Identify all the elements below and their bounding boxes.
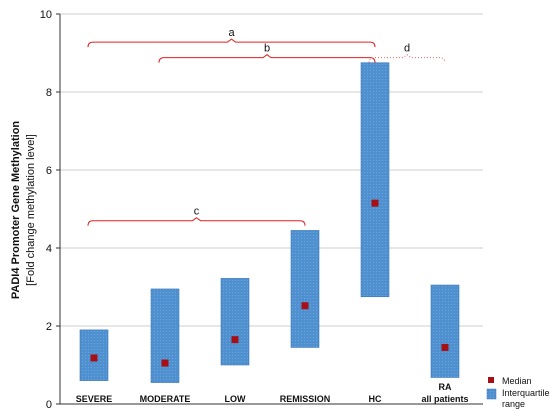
iqr-bars — [79, 62, 460, 383]
significance-bracket — [87, 217, 306, 226]
y-tick-label: 8 — [46, 87, 52, 99]
y-tick-label: 0 — [46, 399, 52, 411]
median-marker — [441, 343, 449, 351]
legend-iqr-label-line1: Interquartile — [502, 388, 550, 398]
median-markers — [90, 199, 449, 367]
x-category-label: REMISSION — [280, 394, 331, 404]
legend-iqr-label-line2: range — [502, 399, 525, 409]
significance-brackets: a b c d — [87, 27, 446, 226]
y-tick-label: 10 — [40, 9, 52, 21]
significance-bracket-label: c — [194, 206, 200, 218]
x-category-label: MODERATE — [140, 394, 191, 404]
iqr-bar — [220, 278, 250, 366]
median-marker — [301, 302, 309, 310]
median-marker — [371, 199, 379, 207]
y-axis-label-line1: PADI4 Promoter Gene Methylation — [10, 121, 22, 300]
x-category-label: LOW — [225, 394, 246, 404]
iqr-bar — [360, 62, 390, 298]
significance-bracket-label: a — [228, 27, 235, 39]
iqr-bar — [290, 230, 320, 348]
median-marker — [90, 354, 98, 362]
median-marker — [231, 336, 239, 344]
y-axis-label-line2: [Fold change methylation level] — [25, 134, 37, 286]
significance-bracket-label: d — [404, 43, 410, 55]
significance-bracket — [158, 54, 376, 63]
category-labels: SEVERE MODERATE LOW REMISSION HC RA all patien… — [76, 382, 469, 404]
x-category-label: HC — [369, 394, 382, 404]
significance-bracket-label: b — [264, 43, 270, 55]
legend-median-label: Median — [502, 376, 532, 386]
legend-iqr-swatch — [486, 388, 497, 400]
legend-median-swatch — [488, 377, 494, 383]
y-tick-label: 2 — [46, 321, 52, 333]
significance-bracket — [368, 54, 446, 63]
iqr-bar — [150, 288, 180, 383]
significance-bracket — [87, 38, 376, 48]
iqr-bar — [430, 284, 460, 378]
y-tick-label: 4 — [46, 243, 52, 255]
x-category-label: RA — [439, 382, 452, 392]
grid-lines — [60, 13, 483, 327]
x-category-label-line2: all patients — [421, 394, 468, 404]
y-tick-label: 6 — [46, 165, 52, 177]
legend: Median Interquartile range — [486, 376, 550, 409]
median-marker — [161, 359, 169, 367]
x-category-label: SEVERE — [76, 394, 113, 404]
axes: 0 2 4 6 8 10 — [40, 9, 483, 411]
